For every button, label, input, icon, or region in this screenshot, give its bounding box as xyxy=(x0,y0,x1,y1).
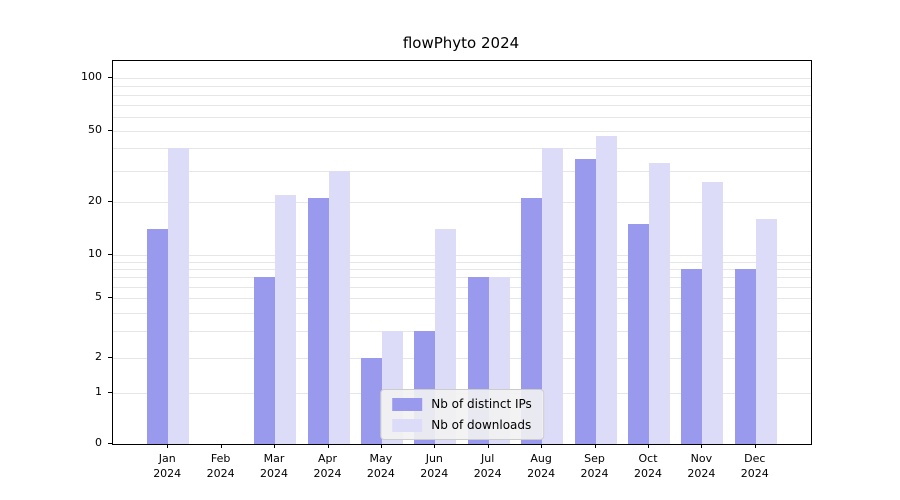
bar-downloads-nov xyxy=(702,181,724,444)
y-tick-label: 50 xyxy=(88,123,102,136)
gridline xyxy=(113,331,811,333)
bar-downloads-apr xyxy=(328,170,350,444)
x-tick-mark xyxy=(754,444,756,448)
y-tick-label: 5 xyxy=(95,290,102,303)
x-tick-mark xyxy=(220,444,222,448)
x-tick-label: Oct 2024 xyxy=(634,452,662,480)
gridline xyxy=(113,261,811,263)
gridline xyxy=(113,202,811,203)
x-tick-mark xyxy=(327,444,329,448)
x-tick-mark xyxy=(541,444,543,448)
x-tick-label: Dec 2024 xyxy=(740,452,769,480)
gridline xyxy=(113,78,811,79)
gridline xyxy=(113,255,811,256)
y-tick-label: 20 xyxy=(88,194,102,207)
y-tick-mark xyxy=(108,254,113,255)
x-tick-mark xyxy=(380,444,382,448)
legend-item-downloads: Nb of downloads xyxy=(392,418,532,432)
x-tick-label: Mar 2024 xyxy=(260,452,288,480)
gridline xyxy=(113,117,811,119)
gridline xyxy=(113,95,811,97)
bar-distinct-ips-mar xyxy=(254,277,275,444)
bar-distinct-ips-may xyxy=(360,358,382,444)
x-tick-label: Feb 2024 xyxy=(206,452,235,480)
gridline xyxy=(113,148,811,150)
gridline xyxy=(113,286,811,288)
x-tick-label: Sep 2024 xyxy=(580,452,609,480)
x-tick-mark xyxy=(167,444,169,448)
gridline xyxy=(113,277,811,279)
gridline xyxy=(113,105,811,107)
bar-distinct-ips-sep xyxy=(574,158,596,444)
gridline xyxy=(113,312,811,314)
gridline xyxy=(113,298,811,299)
x-tick-mark xyxy=(274,444,275,448)
x-tick-label: Jul 2024 xyxy=(473,452,502,480)
bar-distinct-ips-aug xyxy=(521,198,543,444)
gridline xyxy=(113,268,811,270)
gridline xyxy=(113,86,811,88)
x-tick-label: Apr 2024 xyxy=(313,452,342,480)
bar-downloads-sep xyxy=(595,135,617,444)
x-tick-mark xyxy=(648,444,649,448)
gridline xyxy=(113,131,811,132)
y-tick-mark xyxy=(108,297,113,298)
bar-downloads-dec xyxy=(755,219,777,444)
bar-downloads-aug xyxy=(542,148,564,444)
x-tick-mark xyxy=(434,444,436,448)
y-tick-mark xyxy=(108,357,113,358)
bar-downloads-mar xyxy=(275,194,296,444)
x-tick-label: Jun 2024 xyxy=(420,452,449,480)
legend-label-downloads: Nb of downloads xyxy=(431,418,532,432)
x-tick-mark xyxy=(487,444,489,448)
bar-downloads-jan xyxy=(168,148,190,444)
gridline xyxy=(113,358,811,359)
bar-distinct-ips-nov xyxy=(681,268,703,444)
legend: Nb of distinct IPs Nb of downloads xyxy=(380,389,544,440)
bar-distinct-ips-jan xyxy=(147,229,169,444)
y-tick-label: 1 xyxy=(95,385,102,398)
y-tick-mark xyxy=(108,392,113,393)
legend-swatch-distinct-ips xyxy=(392,397,423,411)
legend-item-distinct-ips: Nb of distinct IPs xyxy=(392,397,532,411)
y-tick-mark xyxy=(108,443,113,444)
bar-downloads-oct xyxy=(649,163,670,444)
bar-distinct-ips-apr xyxy=(307,198,329,444)
x-tick-mark xyxy=(594,444,596,448)
y-tick-label: 2 xyxy=(95,350,102,363)
legend-swatch-downloads xyxy=(392,418,423,432)
y-tick-label: 100 xyxy=(81,70,102,83)
x-tick-label: Jan 2024 xyxy=(153,452,182,480)
bar-distinct-ips-oct xyxy=(628,224,649,444)
bar-distinct-ips-dec xyxy=(734,268,756,444)
chart-title: flowPhyto 2024 xyxy=(402,34,520,52)
plot-area: Nb of distinct IPs Nb of downloads xyxy=(112,60,812,445)
x-tick-label: Nov 2024 xyxy=(687,452,716,480)
x-tick-mark xyxy=(701,444,703,448)
x-tick-label: Aug 2024 xyxy=(527,452,556,480)
x-tick-label: May 2024 xyxy=(366,452,395,480)
y-tick-mark xyxy=(108,130,113,131)
y-tick-label: 0 xyxy=(95,436,102,449)
y-tick-label: 10 xyxy=(88,247,102,260)
legend-label-distinct-ips: Nb of distinct IPs xyxy=(431,397,532,411)
y-tick-mark xyxy=(108,201,113,202)
gridline xyxy=(113,170,811,172)
y-tick-mark xyxy=(108,77,113,78)
